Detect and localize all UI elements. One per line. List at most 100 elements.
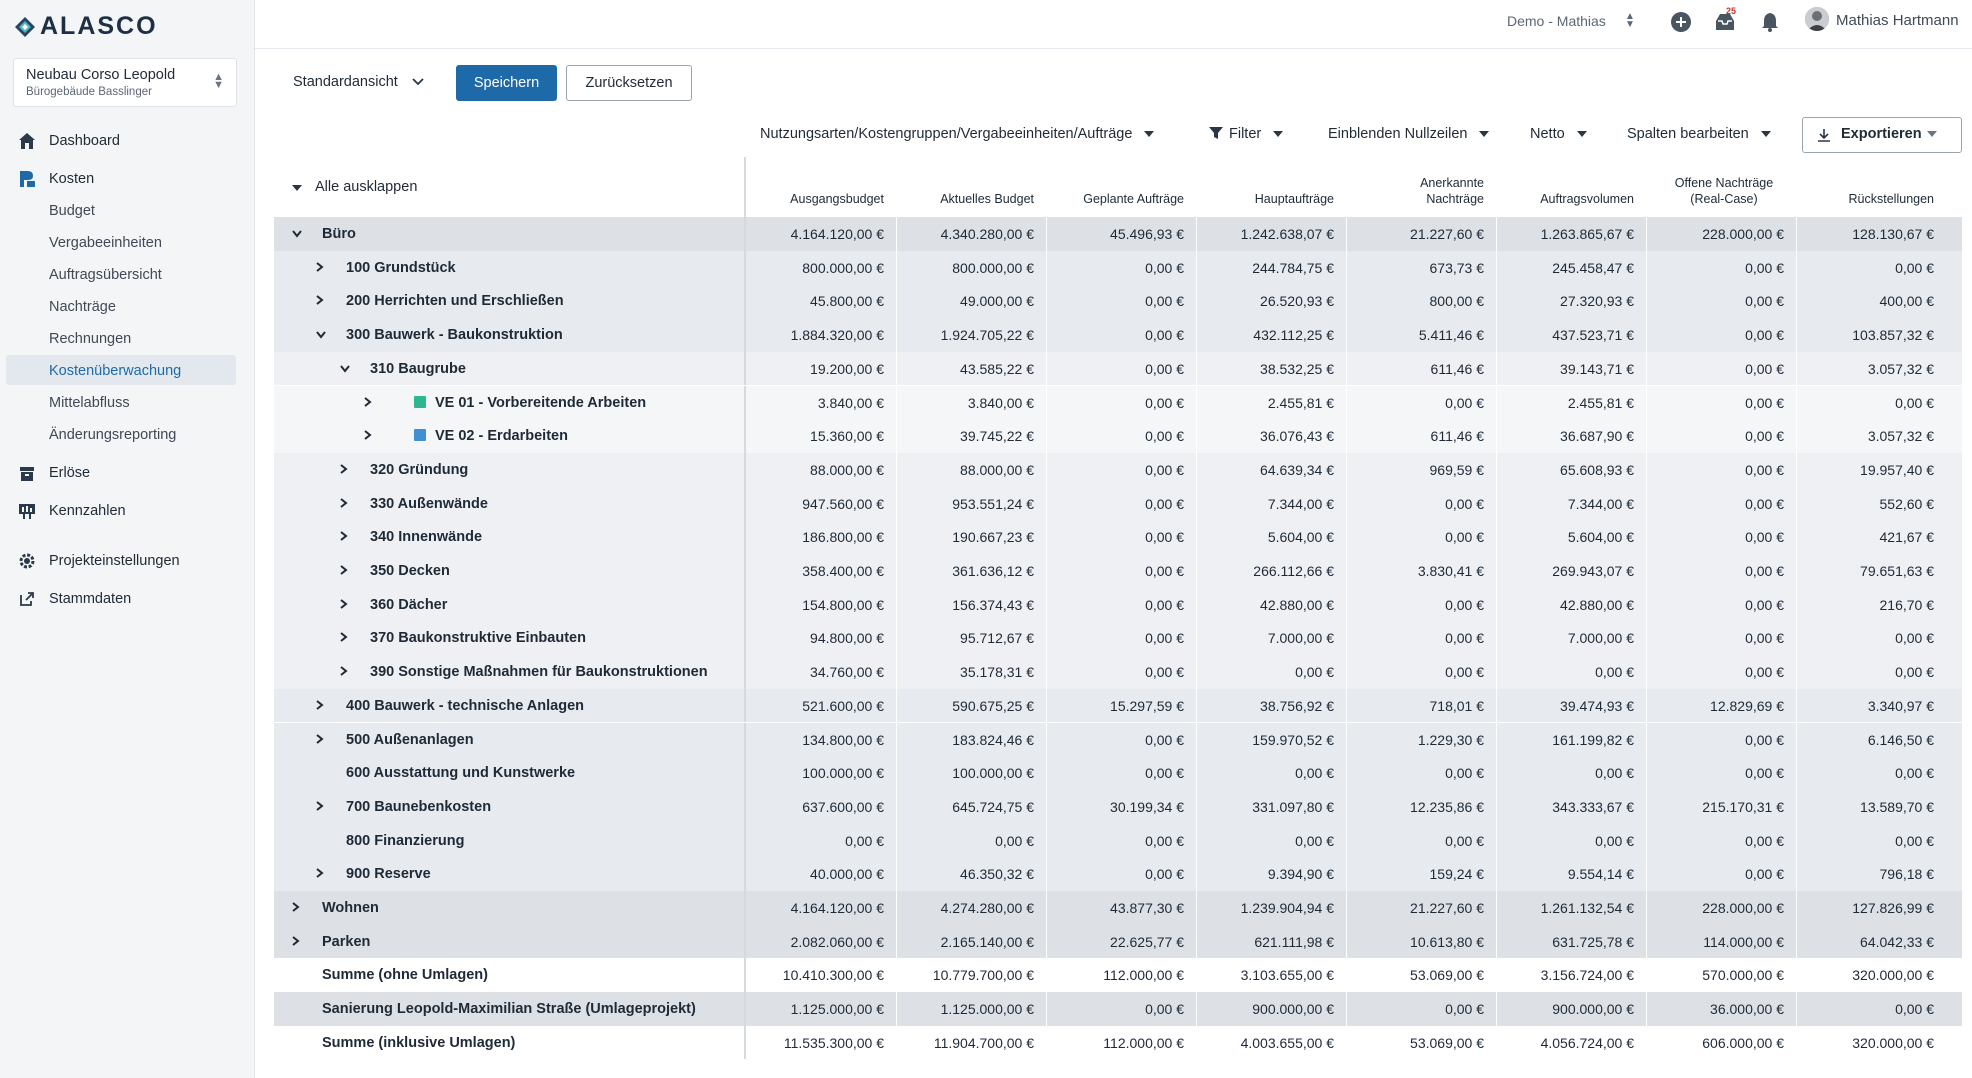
filter-dropdown[interactable]: Filter [1209,126,1284,142]
table-row[interactable]: 600 Ausstattung und Kunstwerke 100.000,00… [274,756,1962,791]
value-cell: 30.199,34 € [1110,798,1184,815]
chevron-right-icon[interactable] [340,487,348,521]
row-name: 350 Decken [370,554,450,588]
chevron-right-icon[interactable] [292,925,300,959]
column-header[interactable]: Geplante Aufträge [1046,157,1196,217]
chevron-right-icon[interactable] [340,554,348,588]
table-row[interactable]: 370 Baukonstruktive Einbauten 94.800,00 €… [274,621,1962,657]
chevron-down-icon[interactable] [316,318,326,352]
table-row[interactable]: Wohnen 4.164.120,00 € 4.274.280,00 € 43.877… [274,891,1962,926]
value-cell: 0,00 € [1145,731,1184,748]
chevron-right-icon[interactable] [316,790,324,824]
chevron-right-icon[interactable] [340,621,348,655]
column-header[interactable]: Auftragsvolumen [1496,157,1646,217]
table-row[interactable]: Parken 2.082.060,00 € 2.165.140,00 € 22.625… [274,924,1962,960]
chevron-right-icon[interactable] [364,386,372,420]
column-header[interactable]: Hauptaufträge [1196,157,1346,217]
chevron-down-icon[interactable] [340,352,350,386]
table-row[interactable]: VE 01 - Vorbereitende Arbeiten 3.840,00 €… [274,385,1962,421]
column-header[interactable]: Offene Nachträge (Real-Case) [1646,157,1796,217]
columns-dropdown[interactable]: Spalten bearbeiten [1627,126,1771,142]
chevron-right-icon[interactable] [316,723,324,757]
table-row[interactable]: 200 Herrichten und Erschließen 45.800,00 … [274,284,1962,320]
chevron-right-icon[interactable] [340,520,348,554]
zero-rows-dropdown[interactable]: Einblenden Nullzeilen [1328,126,1490,142]
nav-sub-kostenueberwachung[interactable]: Kostenüberwachung [49,363,182,379]
column-header[interactable]: Rückstellungen [1796,157,1946,217]
table-row[interactable]: 500 Außenanlagen 134.800,00 € 183.824,46 €… [274,722,1962,758]
logo[interactable]: ALASCO [14,12,158,41]
cost-icon [20,171,35,187]
chevron-right-icon[interactable] [316,689,324,723]
table-row[interactable]: 310 Baugrube 19.200,00 € 43.585,22 € 0,00 €… [274,351,1962,387]
table-row[interactable]: 800 Finanzierung 0,00 € 0,00 € 0,00 € 0,00 €… [274,823,1962,859]
nav-dashboard[interactable]: Dashboard [0,126,254,156]
table-row[interactable]: 330 Außenwände 947.560,00 € 953.551,24 € 0,… [274,486,1962,522]
nav-sub-rechnungen[interactable]: Rechnungen [49,331,132,347]
table-row[interactable]: Sanierung Leopold-Maximilian Straße (Uml… [274,992,1962,1027]
user-name[interactable]: Mathias Hartmann [1836,12,1959,29]
table-row[interactable]: 360 Dächer 154.800,00 € 156.374,43 € 0,00 €… [274,587,1962,623]
chevron-right-icon[interactable] [340,588,348,622]
table-row[interactable]: VE 02 - Erdarbeiten 15.360,00 € 39.745,22 … [274,419,1962,454]
nav-sub-mittelabfluss[interactable]: Mittelabfluss [49,395,130,411]
row-name: Summe (ohne Umlagen) [322,958,488,992]
column-divider [1046,688,1047,723]
netto-dropdown[interactable]: Netto [1530,126,1587,142]
table-row[interactable]: 340 Innenwände 186.800,00 € 190.667,23 € 0,… [274,520,1962,555]
row-name-label: 350 Decken [370,563,450,579]
chevron-right-icon[interactable] [340,453,348,487]
chevron-right-icon[interactable] [292,891,300,925]
table-row[interactable]: 700 Baunebenkosten 637.600,00 € 645.724,75… [274,789,1962,825]
table-row[interactable]: 100 Grundstück 800.000,00 € 800.000,00 € 0,… [274,250,1962,286]
row-name: 300 Bauwerk - Baukonstruktion [346,318,563,352]
table-row[interactable]: 900 Reserve 40.000,00 € 46.350,32 € 0,00 € 9… [274,857,1962,892]
column-header[interactable]: Anerkannte Nachträge [1346,157,1496,217]
table-row[interactable]: 390 Sonstige Maßnahmen für Baukonstrukti… [274,655,1962,690]
export-button[interactable]: Exportieren [1802,117,1962,153]
reset-button[interactable]: Zurücksetzen [566,65,692,101]
avatar[interactable] [1805,7,1829,31]
view-select[interactable]: Standardansicht [293,74,424,90]
chevron-right-icon[interactable] [340,655,348,689]
value-cell: 4.003.655,00 € [1240,1034,1334,1051]
workspace-selector[interactable]: Demo - Mathias [1507,13,1606,29]
table-row[interactable]: 400 Bauwerk - technische Anlagen 521.600,… [274,688,1962,724]
expand-all-toggle[interactable]: Alle ausklappen [274,157,746,217]
nav-stammdaten[interactable]: Stammdaten [0,584,254,614]
table-row[interactable]: 300 Bauwerk - Baukonstruktion 1.884.320,0… [274,318,1962,353]
table-row[interactable]: 320 Gründung 88.000,00 € 88.000,00 € 0,00 €… [274,452,1962,488]
column-header[interactable]: Aktuelles Budget [896,157,1046,217]
value-cell: 11.535.300,00 € [783,1034,884,1051]
nav-sub-auftragsuebersicht[interactable]: Auftragsübersicht [49,267,162,283]
chevron-right-icon[interactable] [364,419,372,453]
column-divider [1196,419,1197,453]
nav-erloese[interactable]: Erlöse [0,458,254,488]
table-row[interactable]: 350 Decken 358.400,00 € 361.636,12 € 0,00 €… [274,554,1962,589]
chevron-right-icon[interactable] [316,251,324,285]
project-selector[interactable]: Neubau Corso Leopold Bürogebäude Basslin… [13,58,237,107]
chevron-right-icon[interactable] [316,284,324,318]
nav-kosten[interactable]: Kosten [0,164,254,194]
add-circle-icon[interactable] [1670,11,1692,33]
column-divider [744,318,746,352]
table-row[interactable]: Summe (ohne Umlagen) 10.410.300,00 € 10.77… [274,958,1962,994]
inbox-icon[interactable] [1714,11,1736,33]
nav-kennzahlen[interactable]: Kennzahlen [0,496,254,526]
chevron-right-icon[interactable] [316,857,324,891]
column-header[interactable]: Ausgangsbudget [746,157,896,217]
column-divider [744,891,746,925]
grouping-dropdown[interactable]: Nutzungsarten/Kostengruppen/Vergabeeinhe… [760,126,1155,142]
table-row[interactable]: Büro 4.164.120,00 € 4.340.280,00 € 45.496,9… [274,217,1962,252]
nav-sub-nachtraege[interactable]: Nachträge [49,299,116,315]
table-row[interactable]: Summe (inklusive Umlagen) 11.535.300,00 €… [274,1025,1962,1061]
nav-projekteinstellungen[interactable]: Projekteinstellungen [0,546,254,576]
nav-sub-aenderungsreporting[interactable]: Änderungsreporting [49,427,177,443]
column-divider [1646,554,1647,588]
nav-sub-budget[interactable]: Budget [49,203,95,219]
save-button[interactable]: Speichern [456,65,557,101]
bell-icon[interactable] [1759,11,1781,33]
row-name: Parken [322,925,370,959]
chevron-down-icon[interactable] [292,217,302,251]
nav-sub-vergabeeinheiten[interactable]: Vergabeeinheiten [49,235,162,251]
